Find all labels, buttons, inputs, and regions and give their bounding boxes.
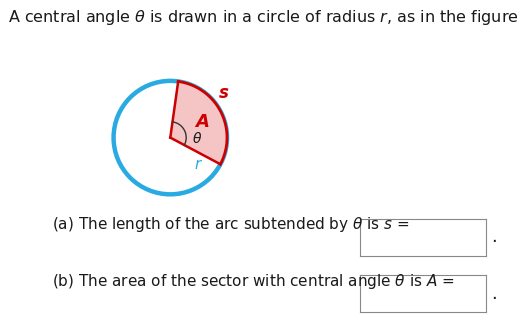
Text: .: .	[491, 285, 497, 303]
Polygon shape	[170, 81, 227, 164]
Text: (b) The area of the sector with central angle $\theta$ is $A$ =: (b) The area of the sector with central …	[52, 272, 455, 291]
Text: .: .	[491, 228, 497, 246]
Text: A central angle $\theta$ is drawn in a circle of radius $r$, as in the figure be: A central angle $\theta$ is drawn in a c…	[8, 8, 524, 27]
Text: A: A	[195, 113, 209, 131]
Text: r: r	[195, 157, 201, 172]
Text: $\theta$: $\theta$	[192, 131, 202, 146]
Text: s: s	[219, 84, 228, 102]
Text: (a) The length of the arc subtended by $\theta$ is $s$ =: (a) The length of the arc subtended by $…	[52, 214, 410, 234]
